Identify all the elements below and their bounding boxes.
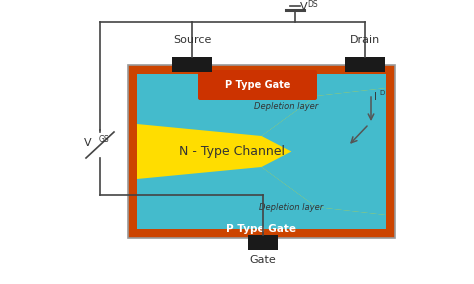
Text: P Type Gate: P Type Gate (227, 224, 297, 234)
Text: Drain: Drain (350, 35, 380, 45)
Bar (172, 57, 212, 72)
Bar (128, 65, 395, 238)
Text: V: V (300, 2, 308, 12)
Text: Depletion layer: Depletion layer (259, 202, 323, 212)
Text: P Type Gate: P Type Gate (225, 80, 290, 90)
Text: Depletion layer: Depletion layer (254, 101, 319, 110)
FancyBboxPatch shape (198, 70, 317, 100)
Bar (345, 57, 385, 72)
Polygon shape (262, 88, 386, 215)
Text: N - Type Channel: N - Type Channel (179, 145, 284, 158)
Text: Gate: Gate (250, 255, 276, 265)
Bar (137, 74, 386, 229)
Polygon shape (137, 74, 386, 136)
Text: V: V (84, 138, 92, 148)
Bar (248, 235, 278, 250)
Text: GS: GS (99, 135, 109, 143)
Text: I: I (374, 92, 377, 102)
Text: Source: Source (173, 35, 211, 45)
Text: DS: DS (307, 0, 318, 9)
Text: D: D (379, 90, 384, 96)
Polygon shape (137, 167, 386, 229)
